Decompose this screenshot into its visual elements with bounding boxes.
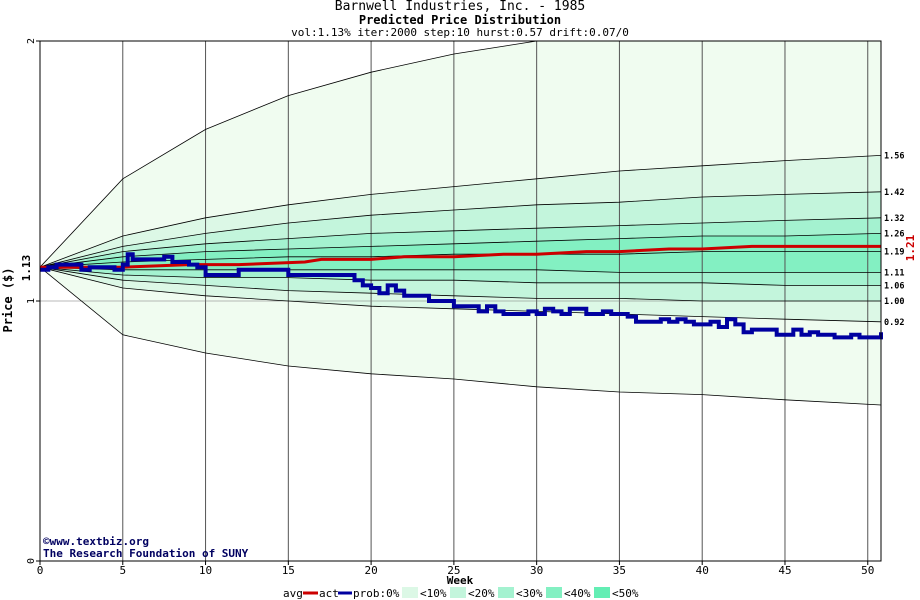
right-band-label: 1.06 [884, 281, 904, 291]
right-band-label: 1.26 [884, 229, 904, 239]
legend-band-swatch [498, 587, 514, 598]
right-band-label: 0.92 [884, 318, 904, 328]
legend-prob-label: prob:0% [353, 587, 400, 600]
watermark-copyright: ©www.textbiz.org [43, 535, 149, 548]
legend-avg-label: avg [283, 587, 303, 600]
right-labels: 1.56 1.42 1.32 1.26 1.19 1.11 1.06 1.00 0.92 [884, 151, 904, 327]
right-band-label: 1.32 [884, 214, 904, 224]
right-band-label: 1.56 [884, 151, 904, 161]
axes: 0 5 10 15 20 25 30 35 40 45 50 0 1 2 [26, 38, 874, 577]
band-edge-line [39, 266, 881, 302]
start-price-label: 1.13 [20, 255, 33, 282]
band-edge-line [39, 266, 882, 406]
right-band-label: 1.00 [884, 297, 904, 307]
legend-band-swatch [402, 587, 418, 598]
x-tick-label: 45 [778, 564, 791, 577]
x-tick-label: 30 [530, 564, 543, 577]
legend-band-label: <50% [612, 587, 639, 600]
band-edge-line [39, 233, 882, 268]
x-tick-label: 5 [119, 564, 126, 577]
right-band-label: 1.42 [884, 188, 904, 198]
legend-band-swatch [450, 587, 466, 598]
y-tick-label: 1 [26, 298, 37, 304]
legend: avg act prob:0% <10% <20% <30% <40% <50% [283, 587, 639, 600]
x-tick-label: 35 [613, 564, 626, 577]
legend-band-label: <10% [420, 587, 447, 600]
chart-subtitle: Predicted Price Distribution [358, 13, 562, 27]
y-tick-label: 2 [26, 38, 37, 44]
band-edge-line [39, 266, 881, 286]
series [40, 244, 883, 340]
current-price-label: 1.21 [904, 234, 917, 261]
legend-band-label: <40% [564, 587, 591, 600]
x-tick-label: 20 [364, 564, 377, 577]
act-series-line [40, 252, 883, 340]
legend-band-label: <20% [468, 587, 495, 600]
x-tick-label: 0 [37, 564, 44, 577]
x-tick-label: 40 [696, 564, 709, 577]
chart-params: vol:1.13% iter:2000 step:10 hurst:0.57 d… [291, 26, 629, 39]
legend-band-label: <30% [516, 587, 543, 600]
legend-act-label: act [319, 587, 339, 600]
band-edge-line [39, 155, 882, 268]
legend-band-swatch [594, 587, 610, 598]
y-tick-label: 0 [26, 558, 37, 564]
x-tick-label: 25 [447, 564, 460, 577]
x-tick-label: 15 [282, 564, 295, 577]
x-tick-label: 50 [861, 564, 874, 577]
chart-title: Barnwell Industries, Inc. - 1985 [334, 0, 586, 14]
band-edge-line [39, 191, 882, 268]
y-axis-title: Price ($) [1, 267, 15, 332]
right-band-label: 1.19 [884, 248, 904, 258]
legend-band-swatch [546, 587, 562, 598]
band-edge-line [39, 217, 882, 268]
x-tick-label: 10 [199, 564, 212, 577]
watermark-org: The Research Foundation of SUNY [43, 547, 249, 560]
band-edge-line [39, 266, 881, 273]
x-axis-title: Week [447, 574, 474, 587]
band-edges [39, 40, 882, 406]
right-band-label: 1.11 [884, 268, 904, 278]
